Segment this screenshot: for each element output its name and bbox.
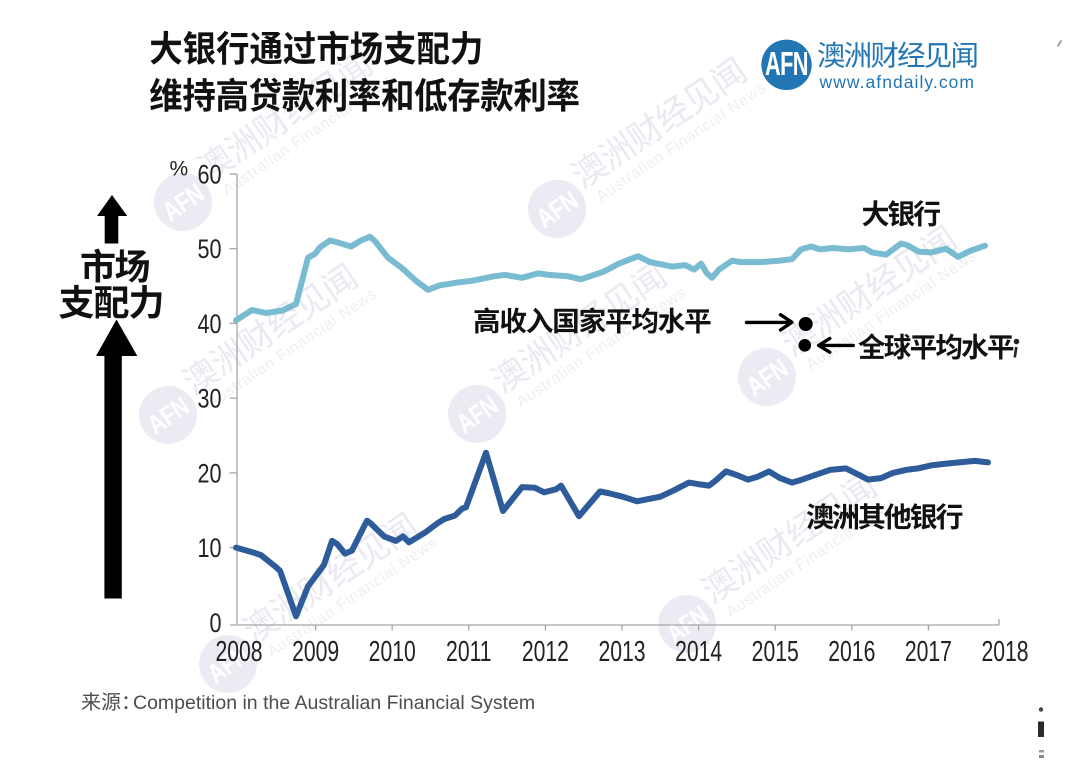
svg-text:10: 10 (197, 534, 221, 564)
svg-text:AFN: AFN (765, 45, 808, 82)
svg-text:2016: 2016 (828, 636, 875, 668)
svg-text:2009: 2009 (292, 636, 339, 668)
svg-text:30: 30 (197, 384, 221, 414)
svg-text:2017: 2017 (905, 636, 952, 668)
svg-text:2012: 2012 (522, 636, 569, 668)
svg-text:40: 40 (197, 310, 221, 340)
svg-text:www.afndaily.com: www.afndaily.com (819, 72, 976, 92)
svg-text:50: 50 (197, 235, 221, 265)
svg-text:20: 20 (197, 459, 221, 489)
svg-text:0: 0 (209, 609, 221, 639)
svg-text:2018: 2018 (981, 636, 1028, 668)
svg-text:2013: 2013 (598, 636, 645, 668)
svg-text:Competition in the Australian: Competition in the Australian Financial … (133, 692, 535, 714)
svg-text:2008: 2008 (215, 636, 262, 668)
svg-text:60: 60 (197, 160, 221, 190)
svg-text:2011: 2011 (446, 636, 492, 668)
svg-text:2014: 2014 (675, 636, 722, 668)
svg-text:%: % (170, 158, 189, 181)
svg-text:2015: 2015 (752, 636, 799, 668)
svg-text:2010: 2010 (369, 636, 416, 668)
